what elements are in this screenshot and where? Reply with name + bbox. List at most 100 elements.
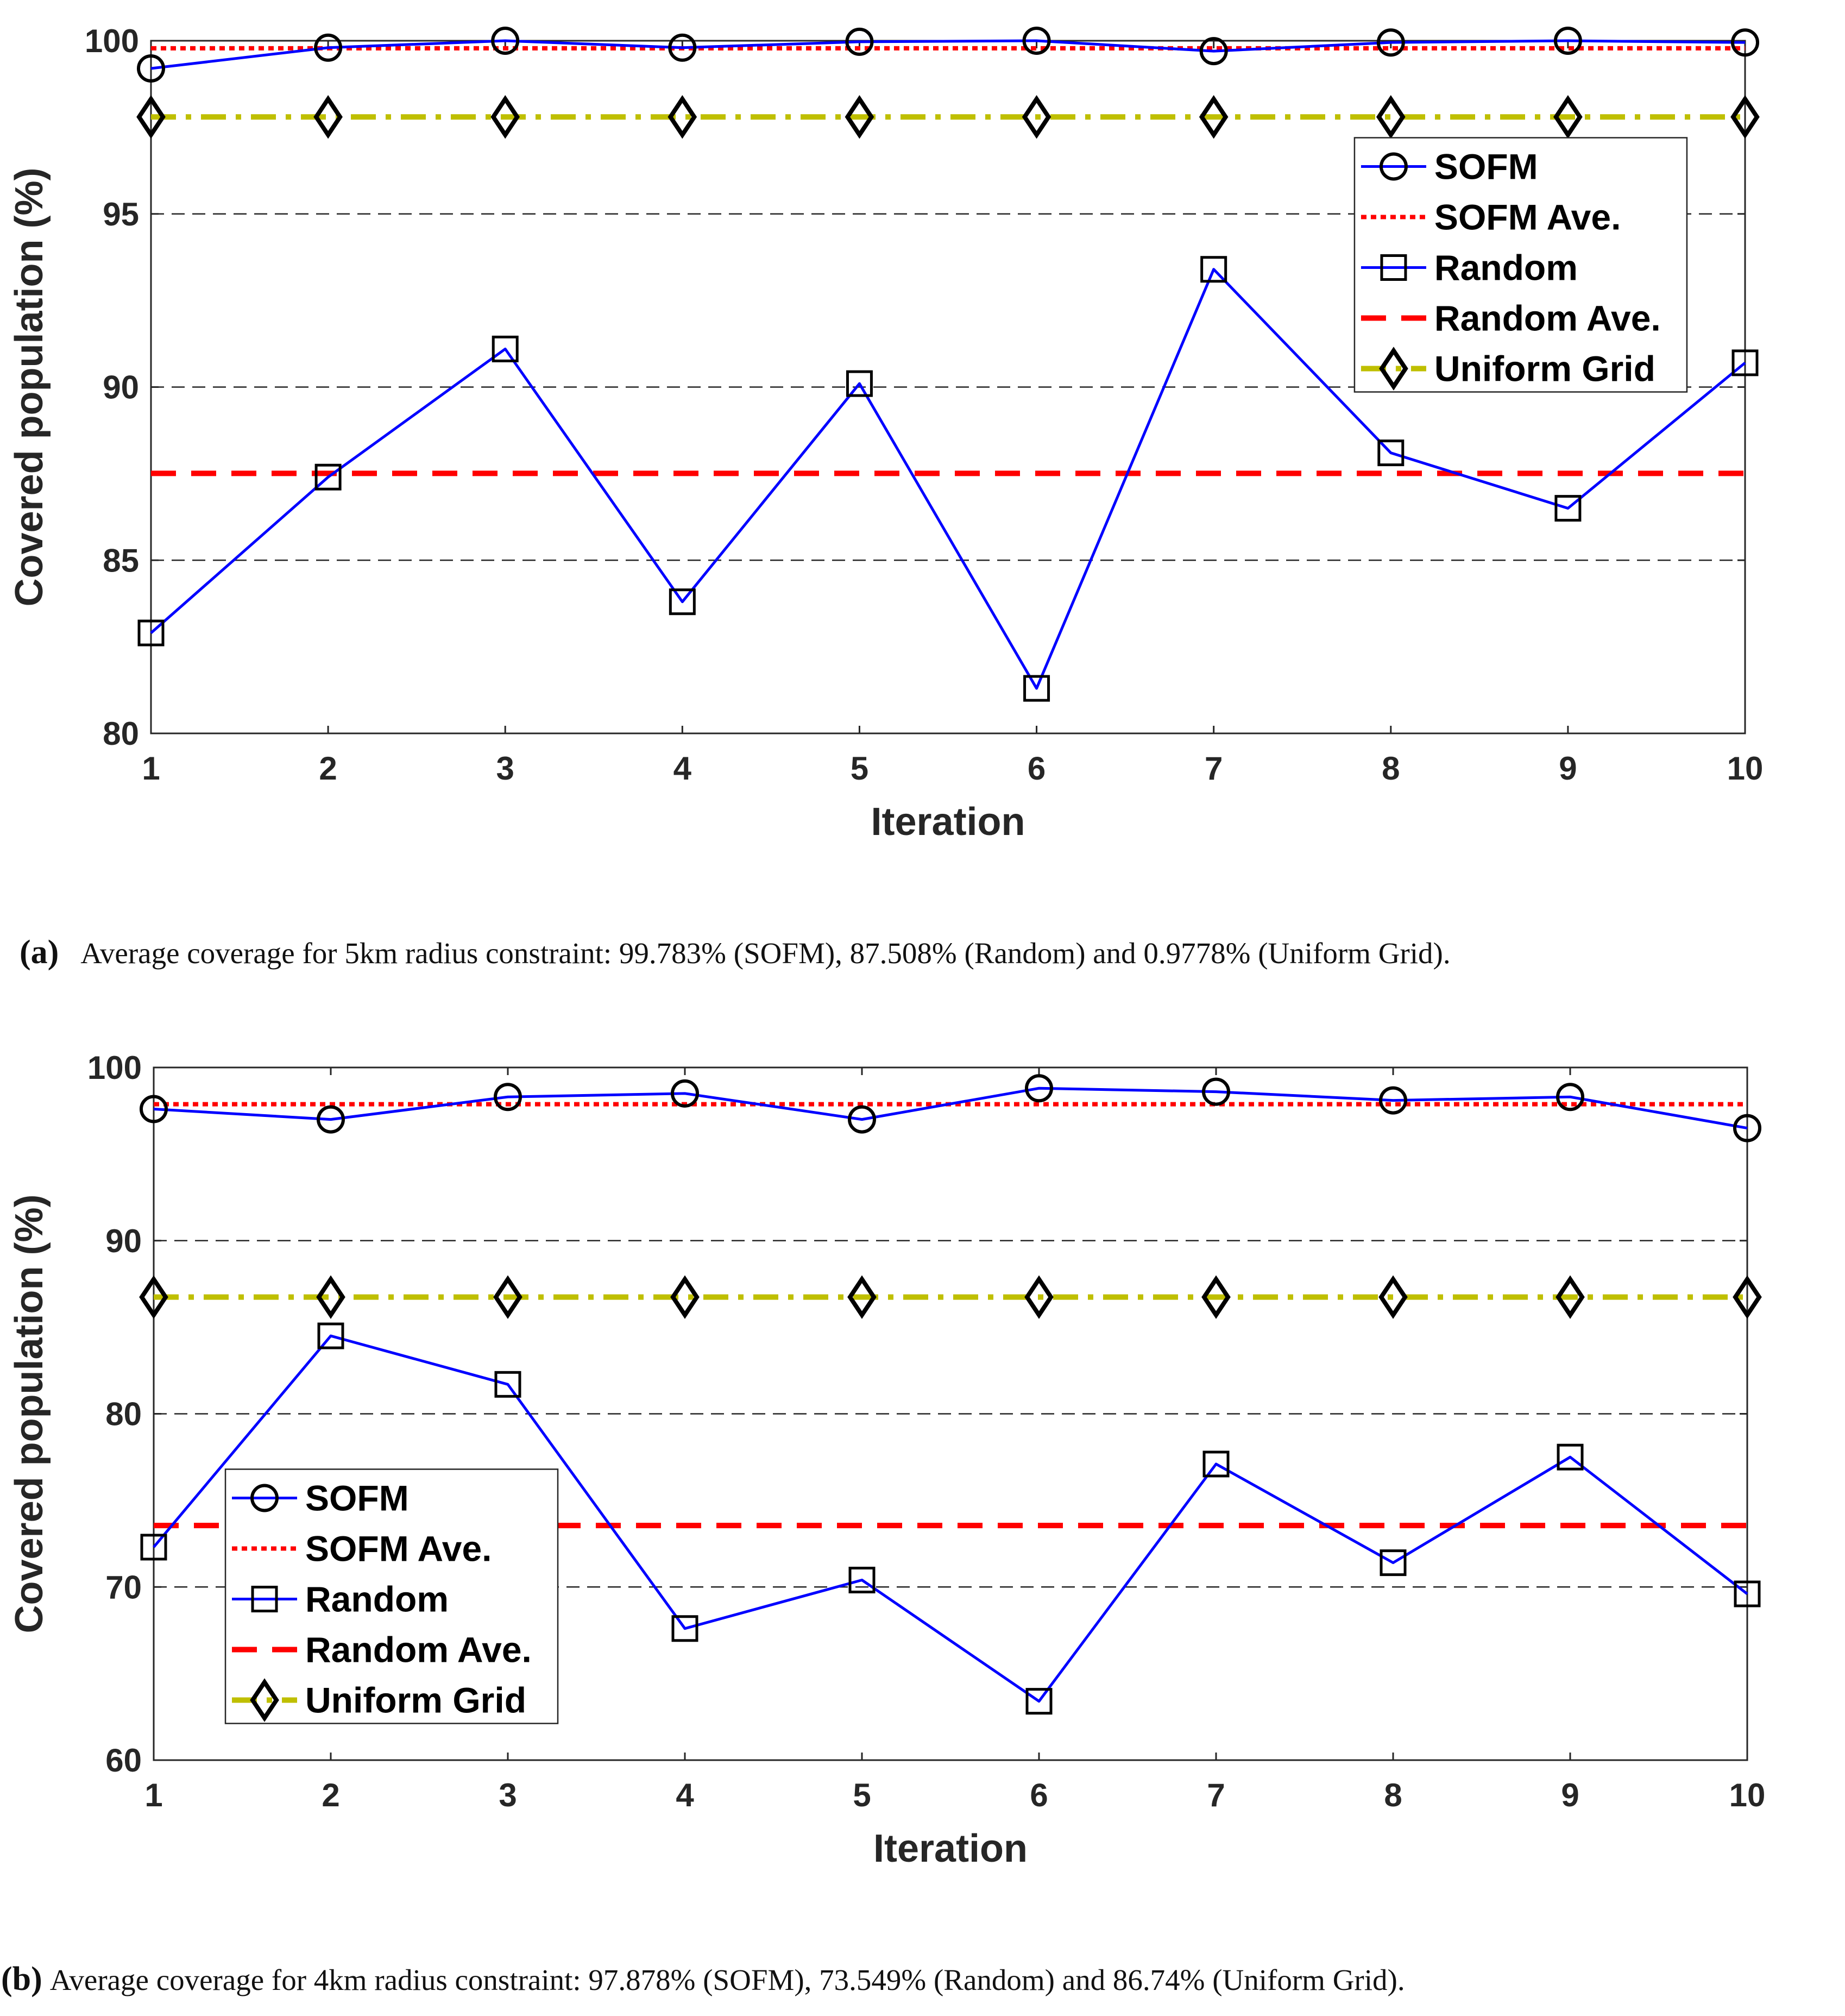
- chart-b-ytick-label-60: 60: [105, 1742, 142, 1779]
- chart-a-point-uniform-grid-7: [1199, 95, 1229, 139]
- chart-a-point-sofm-7: [1199, 37, 1228, 66]
- chart-panel-a: 80 85 90 95 100 1 2 3 4 5 6 7 8 9 10 Iteration Covered p…: [8, 23, 1763, 844]
- chart-a-point-random-5: [846, 370, 873, 397]
- chart-b-xtick-label-6: 6: [1030, 1777, 1048, 1813]
- chart-a-xtick-label-1: 1: [142, 750, 160, 787]
- chart-a-legend-box: [1353, 137, 1688, 393]
- chart-a-legend-label-uniform-grid: Uniform Grid: [1434, 349, 1655, 389]
- chart-a-point-uniform-grid-5: [845, 95, 874, 139]
- chart-a-series-line-random: [150, 268, 1746, 690]
- chart-a-point-random-4: [669, 588, 696, 616]
- chart-b-point-sofm-2: [317, 1105, 345, 1134]
- chart-b-point-uniform-grid-1: [139, 1275, 168, 1319]
- chart-a-legend: SOFM SOFM Ave. Random Random Ave. Uniform Gr…: [1353, 137, 1688, 393]
- chart-b-ytick-label-70: 70: [105, 1569, 142, 1605]
- chart-b-point-sofm-3: [494, 1083, 522, 1111]
- chart-b-xtick-label-4: 4: [676, 1777, 694, 1813]
- chart-a-point-random-9: [1554, 495, 1582, 522]
- chart-b-ytick-label-100: 100: [87, 1050, 142, 1086]
- chart-b-point-sofm-4: [671, 1079, 699, 1108]
- chart-b-legend-entry-random: Random: [232, 1579, 449, 1619]
- chart-b-xtick-label-2: 2: [322, 1777, 339, 1813]
- chart-a-legend-entry-sofm: SOFM: [1361, 147, 1538, 187]
- chart-panel-b: 60 70 80 90 100 1 2 3 4 5 6 7 8 9 10 Iteration Covered p…: [8, 1050, 1765, 1870]
- chart-b-point-uniform-grid-5: [847, 1275, 877, 1319]
- chart-b-point-uniform-grid-4: [670, 1275, 700, 1319]
- chart-a-point-sofm-6: [1022, 27, 1051, 55]
- chart-a-ytick-label-100: 100: [85, 23, 139, 59]
- chart-b-point-sofm-10: [1733, 1114, 1761, 1142]
- chart-b-point-uniform-grid-6: [1024, 1275, 1054, 1319]
- chart-a-xtick-label-8: 8: [1382, 750, 1400, 787]
- chart-b-legend-marker-uniform-grid: [250, 1678, 279, 1722]
- chart-a-xtick-label-7: 7: [1205, 750, 1223, 787]
- chart-a-legend-marker-uniform-grid: [1379, 347, 1408, 391]
- chart-b-point-sofm-7: [1202, 1077, 1230, 1106]
- chart-b-series-line-sofm: [153, 1086, 1748, 1130]
- chart-b-xlabel: Iteration: [873, 1827, 1028, 1870]
- chart-b-legend-marker-random: [251, 1586, 278, 1612]
- chart-b-point-random-3: [494, 1371, 521, 1398]
- chart-a-point-random-8: [1377, 439, 1405, 467]
- chart-b-point-random-9: [1557, 1443, 1584, 1471]
- chart-b-point-uniform-grid-8: [1378, 1275, 1408, 1319]
- chart-a-point-random-3: [492, 335, 519, 362]
- chart-b-legend-label-random-ave: Random Ave.: [305, 1630, 532, 1670]
- chart-b-xtick-label-10: 10: [1729, 1777, 1766, 1813]
- caption-b-tag: (b): [1, 1961, 42, 1998]
- chart-a-ytick-label-90: 90: [103, 369, 139, 406]
- chart-b-legend-entry-sofm: SOFM: [232, 1478, 409, 1518]
- chart-a-ytick-label-80: 80: [103, 715, 139, 752]
- chart-a-legend-entry-sofm-ave: SOFM Ave.: [1361, 197, 1621, 237]
- chart-a-point-sofm-8: [1376, 28, 1405, 57]
- chart-a-point-sofm-2: [314, 33, 343, 62]
- chart-a-point-uniform-grid-8: [1376, 95, 1406, 139]
- chart-b-point-sofm-9: [1556, 1083, 1584, 1111]
- chart-b-point-random-6: [1025, 1688, 1053, 1715]
- chart-a-point-uniform-grid-2: [313, 95, 343, 139]
- chart-b-legend-marker-sofm: [250, 1484, 279, 1512]
- chart-a-point-sofm-10: [1731, 28, 1759, 57]
- chart-a-ylabel: Covered population (%): [8, 168, 51, 607]
- chart-a-xtick-label-3: 3: [496, 750, 514, 787]
- chart-a-xtick-label-10: 10: [1727, 750, 1764, 787]
- chart-a-ytick-label-85: 85: [103, 542, 139, 579]
- chart-b-legend-box: [224, 1468, 559, 1724]
- chart-a-point-uniform-grid-10: [1730, 95, 1760, 139]
- chart-a-point-sofm-1: [137, 54, 165, 83]
- chart-b-legend-label-uniform-grid: Uniform Grid: [305, 1680, 526, 1720]
- chart-a-point-random-6: [1023, 675, 1050, 702]
- caption-b-text: Average coverage for 4km radius constrai…: [49, 1963, 1405, 1996]
- chart-b-point-random-7: [1202, 1450, 1230, 1478]
- chart-b-point-sofm-6: [1025, 1074, 1053, 1103]
- chart-b-xtick-label-5: 5: [853, 1777, 871, 1813]
- chart-b-legend-label-random: Random: [305, 1579, 449, 1619]
- chart-b-xtick-label-9: 9: [1561, 1777, 1579, 1813]
- chart-a-point-sofm-3: [491, 27, 520, 55]
- chart-a-point-uniform-grid-6: [1022, 95, 1051, 139]
- chart-b-legend-label-sofm: SOFM: [305, 1478, 409, 1518]
- chart-b-ytick-label-80: 80: [105, 1396, 142, 1433]
- chart-b-legend-label-sofm-ave: SOFM Ave.: [305, 1529, 492, 1569]
- chart-b-point-uniform-grid-3: [493, 1275, 522, 1319]
- caption-b: (b) Average coverage for 4km radius const…: [0, 1960, 1845, 1999]
- chart-a-point-uniform-grid-3: [490, 95, 520, 139]
- chart-a-point-uniform-grid-9: [1553, 95, 1583, 139]
- caption-a-text: Average coverage for 5km radius constrai…: [80, 937, 1451, 970]
- caption-a-tag: (a): [20, 934, 59, 971]
- chart-b-ytick-label-90: 90: [105, 1223, 142, 1259]
- chart-a-legend-entry-uniform-grid: Uniform Grid: [1361, 347, 1655, 391]
- chart-a-point-uniform-grid-4: [668, 95, 697, 139]
- chart-a-legend-label-random-ave: Random Ave.: [1434, 298, 1661, 338]
- chart-b-point-sofm-8: [1379, 1086, 1407, 1115]
- chart-b-series-line-random: [153, 1334, 1748, 1703]
- chart-a-point-sofm-4: [668, 33, 697, 62]
- chart-b-point-random-10: [1734, 1580, 1761, 1607]
- chart-a-legend-label-random: Random: [1434, 248, 1578, 288]
- chart-b-point-sofm-1: [140, 1095, 168, 1123]
- chart-a-point-sofm-5: [845, 27, 874, 56]
- chart-a-series-line-sofm: [150, 39, 1746, 70]
- chart-b-point-random-2: [317, 1322, 344, 1349]
- caption-a: (a) Average coverage for 5km radius const…: [0, 933, 1845, 972]
